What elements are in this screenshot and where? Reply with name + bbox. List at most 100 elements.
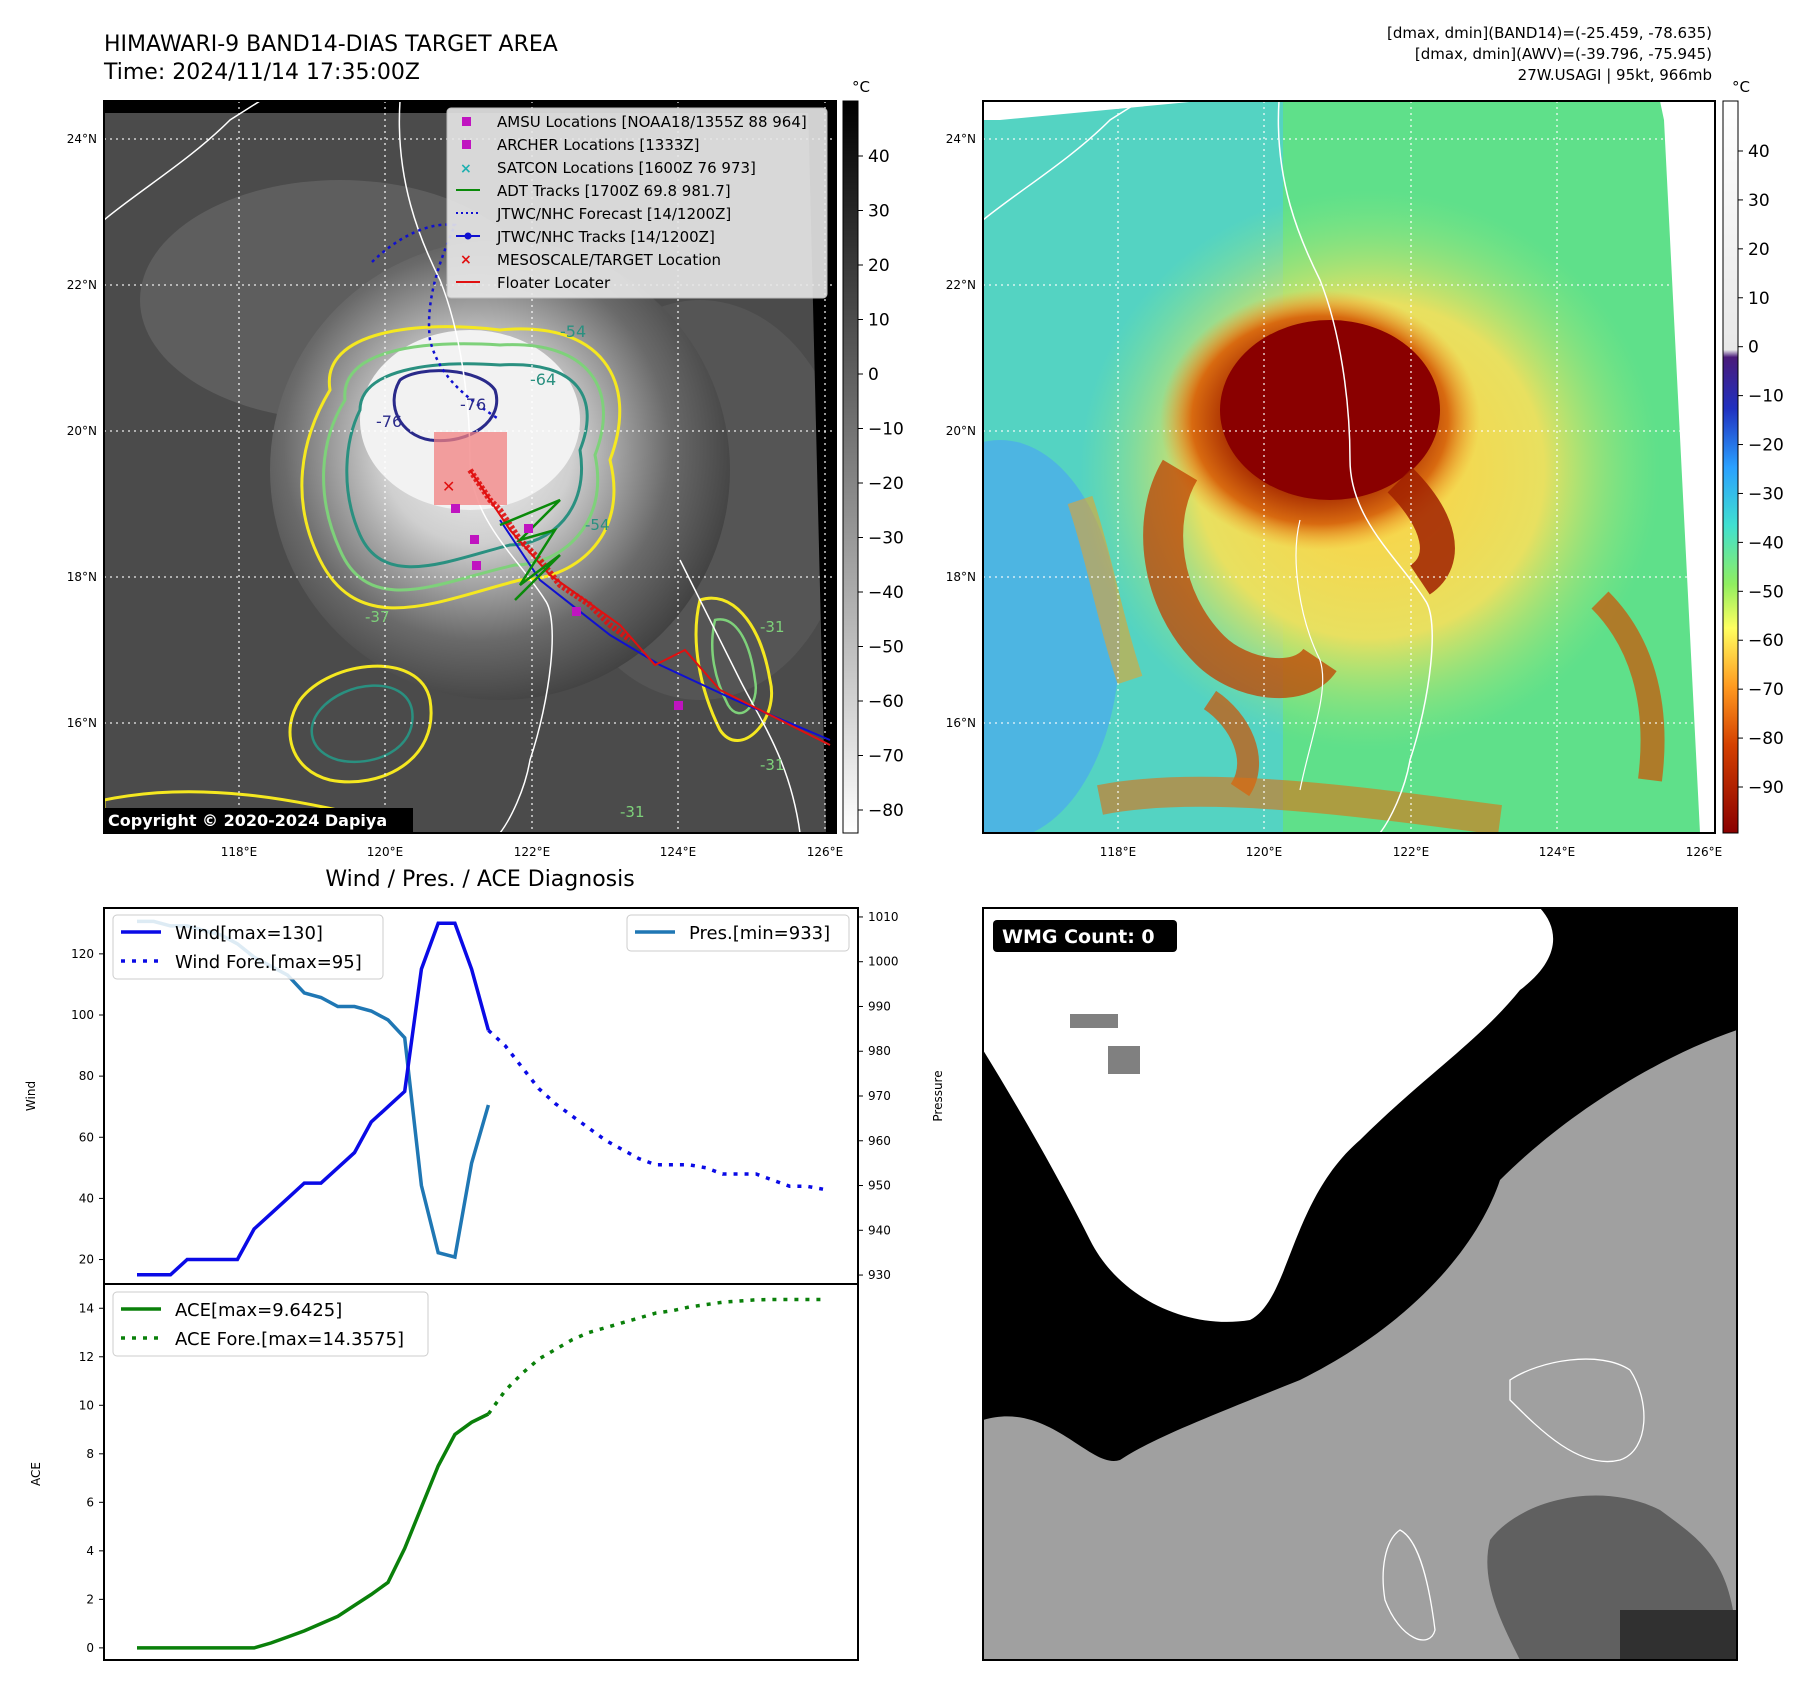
target-area-box: [434, 432, 507, 505]
colorbar-unit: °C: [852, 78, 870, 96]
pressure-tick-label: 1000: [868, 955, 899, 969]
ace-axis-label: ACE: [29, 1462, 43, 1486]
lon-label: 126°E: [807, 845, 844, 859]
wind-fore-legend-label: Wind Fore.[max=95]: [175, 952, 362, 973]
lon-label: 124°E: [1539, 845, 1576, 859]
wind-pressure-chart: Wind Pressure 20 40 60 80 100 120 930 940 950 96…: [24, 907, 945, 1285]
ace-legend-label: ACE[max=9.6425]: [175, 1300, 342, 1321]
wind-tick-label: 40: [79, 1191, 94, 1205]
wind-axis-label: Wind: [24, 1081, 38, 1111]
wind-tick-label: 60: [79, 1130, 94, 1144]
lon-label: 126°E: [1686, 845, 1723, 859]
wind-tick-label: 20: [79, 1253, 94, 1267]
color-ir-map-panel: 24°N 22°N 20°N 18°N 16°N 118°E 120°E 122…: [946, 100, 1723, 859]
map-title: HIMAWARI-9 BAND14-DIAS TARGET AREA: [104, 32, 558, 57]
lat-label: 20°N: [946, 424, 976, 438]
colorbar-tick-label: 40: [1748, 142, 1770, 162]
ace-chart: ACE 0 2 4 6 8 10 12 14 ACE[max=9.6425] ACE Fore…: [29, 1283, 859, 1661]
wind-tick-label: 80: [79, 1069, 94, 1083]
colorbar-tick-label: −90: [1748, 778, 1784, 798]
lat-label: 24°N: [946, 132, 976, 146]
contour-label: -54: [560, 322, 586, 341]
colorbar-tick-label: 30: [868, 202, 890, 222]
adt-track: [499, 498, 561, 601]
legend-floater: Floater Locater: [497, 274, 611, 292]
ir-map-panel: ✕ -76 -54 -64 -76 -31 -31 -31 -37 -54 Co…: [67, 100, 844, 859]
lon-label: 120°E: [367, 845, 404, 859]
ace-tick-label: 6: [86, 1495, 94, 1509]
colorbar-tick-label: −70: [868, 747, 904, 767]
jtwc-track: [499, 519, 831, 741]
colorbar-tick-label: 0: [1748, 338, 1759, 358]
ace-tick-label: 0: [86, 1641, 94, 1655]
contour-label: -31: [760, 756, 785, 774]
pressure-tick-label: 980: [868, 1044, 891, 1058]
pressure-tick-label: 940: [868, 1223, 891, 1237]
contour-label: -31: [620, 803, 645, 821]
ace-legend: ACE[max=9.6425] ACE Fore.[max=14.3575]: [112, 1291, 429, 1357]
lon-label: 118°E: [221, 845, 258, 859]
ace-tick-label: 8: [86, 1447, 94, 1461]
lat-label: 20°N: [67, 424, 97, 438]
colorbar-tick-label: −10: [1748, 387, 1784, 407]
colorbar-tick-label: −40: [868, 583, 904, 603]
legend-forecast: JTWC/NHC Forecast [14/1200Z]: [496, 205, 731, 223]
wind-legend-label: Wind[max=130]: [175, 923, 323, 944]
lon-label: 124°E: [660, 845, 697, 859]
lon-label: 122°E: [1393, 845, 1430, 859]
colorbar-tick-label: −80: [1748, 729, 1784, 749]
colorbar-tick-label: 20: [868, 256, 890, 276]
ace-tick-label: 2: [86, 1592, 94, 1606]
contour-label: -37: [365, 608, 390, 626]
ace-fore-legend-label: ACE Fore.[max=14.3575]: [175, 1329, 404, 1350]
pressure-axis-label: Pressure: [931, 1070, 945, 1121]
lat-label: 18°N: [67, 570, 97, 584]
archer-legend-marker: [462, 140, 471, 149]
colorbar-tick-label: 30: [1748, 191, 1770, 211]
lon-label: 122°E: [514, 845, 551, 859]
colorbar-tick-label: −40: [1748, 533, 1784, 553]
stats-awv: [dmax, dmin](AWV)=(-39.796, -75.945): [1415, 45, 1712, 63]
pressure-tick-label: 930: [868, 1268, 891, 1282]
ace-tick-label: 10: [79, 1398, 94, 1412]
colorbar-tick-label: 10: [1748, 289, 1770, 309]
contour-label: -76: [376, 412, 402, 431]
amsu-markers: [451, 504, 683, 710]
colorbar-tick-label: −80: [868, 801, 904, 821]
copyright: Copyright © 2020-2024 Dapiya: [108, 811, 387, 830]
stats-band14: [dmax, dmin](BAND14)=(-25.459, -78.635): [1387, 24, 1712, 42]
ace-forecast-line: [486, 1297, 823, 1416]
map-time: Time: 2024/11/14 17:35:00Z: [103, 60, 420, 85]
amsu-legend-marker: [462, 117, 471, 126]
target-legend-marker: ×: [460, 252, 472, 268]
contour-label: -31: [760, 618, 785, 636]
legend-satcon: SATCON Locations [1600Z 76 973]: [497, 159, 756, 177]
colorbar-tick-label: 10: [868, 311, 890, 331]
contour-label: -64: [530, 370, 556, 389]
wind-forecast-line: [487, 1029, 824, 1191]
legend-target: MESOSCALE/TARGET Location: [497, 251, 721, 269]
pressure-tick-label: 990: [868, 999, 891, 1013]
colorbar-tick-label: −30: [868, 529, 904, 549]
colorbar-tick-label: −30: [1748, 484, 1784, 504]
wind-line: [137, 921, 491, 1277]
pressure-legend: Pres.[min=933]: [626, 914, 850, 952]
colorbar-tick-label: 20: [1748, 240, 1770, 260]
lat-label: 22°N: [946, 278, 976, 292]
legend-amsu: AMSU Locations [NOAA18/1355Z 88 964]: [497, 113, 807, 131]
colorbar-tick-label: 40: [868, 147, 890, 167]
lat-label: 16°N: [67, 716, 97, 730]
legend-archer: ARCHER Locations [1333Z]: [497, 136, 700, 154]
legend-adt: ADT Tracks [1700Z 69.8 981.7]: [497, 182, 731, 200]
lon-label: 120°E: [1246, 845, 1283, 859]
colorbar-tick-label: −50: [868, 638, 904, 658]
colorbar-tick-label: −50: [1748, 582, 1784, 602]
pressure-tick-label: 1010: [868, 910, 899, 924]
colorbar-tick-label: −70: [1748, 680, 1784, 700]
pressure-tick-label: 950: [868, 1179, 891, 1193]
colorbar-tick-label: −10: [868, 420, 904, 440]
pres-legend-label: Pres.[min=933]: [689, 923, 830, 944]
pressure-tick-label: 970: [868, 1089, 891, 1103]
ace-tick-label: 14: [79, 1301, 94, 1315]
lat-label: 24°N: [67, 132, 97, 146]
